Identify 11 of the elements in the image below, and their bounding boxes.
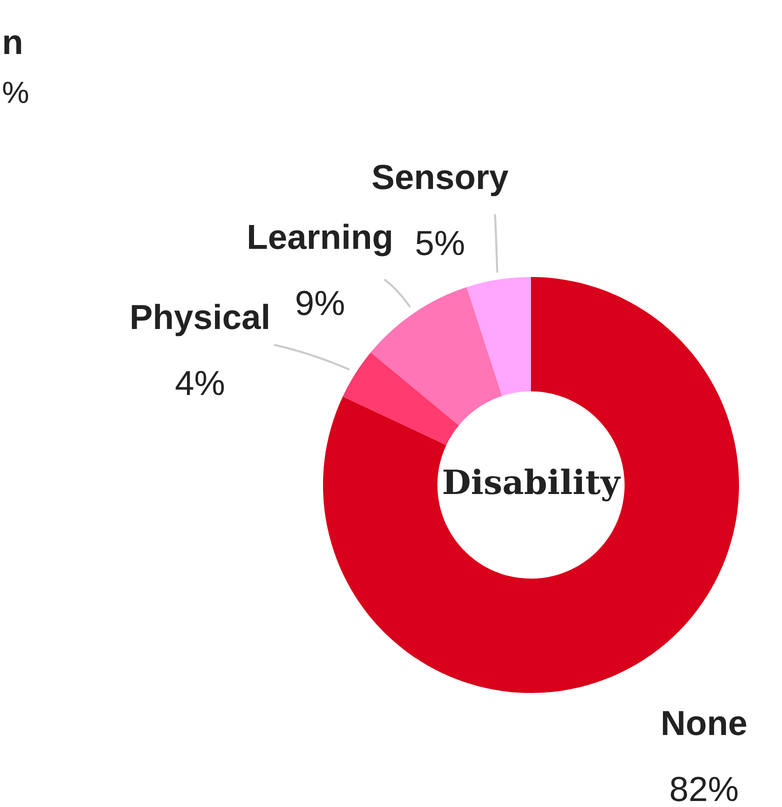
slice-label: Physical [132, 304, 268, 336]
slice-label: None [662, 711, 746, 736]
text: n [4, 35, 22, 54]
text: % [3, 82, 28, 104]
slice-label: Sensory [372, 164, 508, 196]
data-label: 9% [296, 290, 344, 316]
data-label: 4% [176, 370, 224, 396]
data-label: 5% [416, 230, 464, 256]
data-label: 82% [670, 776, 738, 802]
slice-label: Learning [249, 224, 391, 256]
text: Disability [444, 468, 621, 502]
